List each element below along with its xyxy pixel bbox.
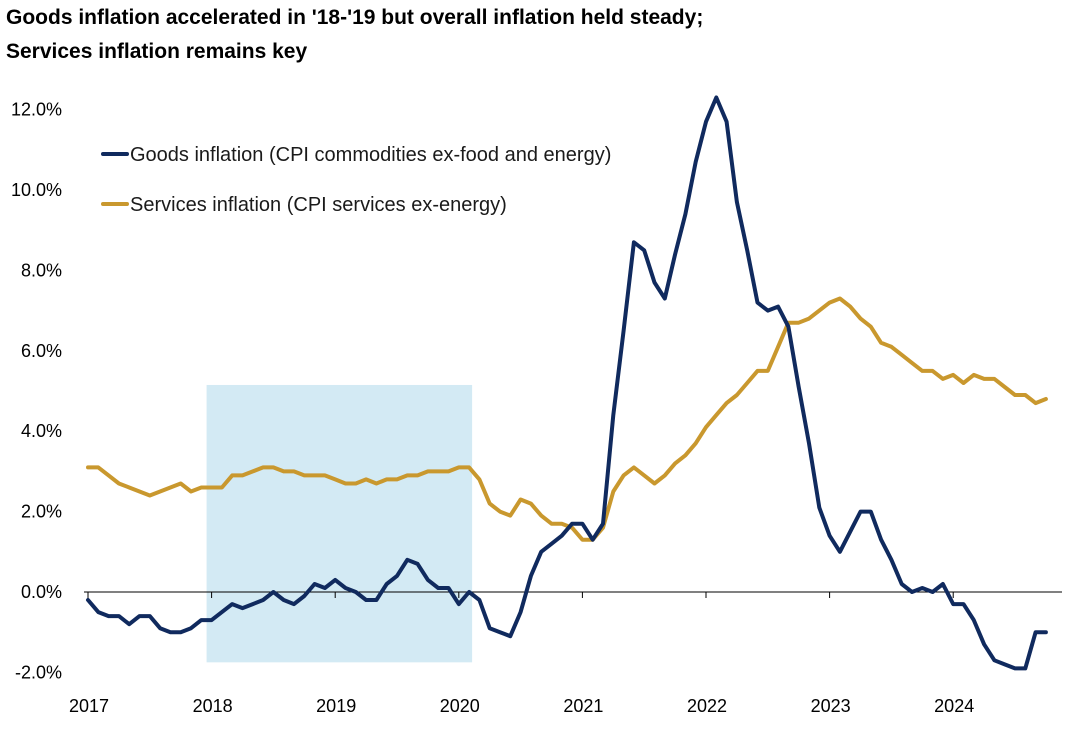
- highlight-layer: [206, 384, 473, 663]
- x-tick-label: 2022: [687, 696, 727, 716]
- y-tick-label: 4.0%: [21, 421, 62, 441]
- legend-label-goods: Goods inflation (CPI commodities ex-food…: [130, 144, 611, 166]
- x-tick-label: 2019: [316, 696, 356, 716]
- highlight-period-band: [206, 384, 473, 663]
- axes-layer: 12.0% 10.0% 8.0% 6.0% 4.0% 2.0% 0.0% -2.0% 2017 2…: [11, 100, 1062, 716]
- legend: Goods inflation (CPI commodities ex-food…: [101, 144, 611, 216]
- chart-title-line-1: Goods inflation accelerated in '18-'19 b…: [6, 6, 704, 29]
- x-tick-label: 2020: [440, 696, 480, 716]
- x-tick-label: 2018: [193, 696, 233, 716]
- legend-label-services: Services inflation (CPI services ex-ener…: [130, 194, 507, 216]
- x-tick-label: 2024: [934, 696, 974, 716]
- x-tick-label: 2017: [69, 696, 109, 716]
- y-tick-label: 2.0%: [21, 502, 62, 522]
- series-layer: [86, 95, 1048, 671]
- y-tick-label: 6.0%: [21, 341, 62, 361]
- x-tick-label: 2023: [811, 696, 851, 716]
- y-tick-label: 8.0%: [21, 260, 62, 280]
- y-tick-label: 12.0%: [11, 100, 62, 120]
- x-tick-label: 2021: [563, 696, 603, 716]
- y-tick-label: -2.0%: [15, 662, 62, 682]
- services-inflation-line: [86, 296, 1048, 542]
- chart-title-line-2: Services inflation remains key: [6, 40, 308, 63]
- y-tick-label: 0.0%: [21, 582, 62, 602]
- goods-inflation-line: [86, 95, 1048, 671]
- y-tick-label: 10.0%: [11, 180, 62, 200]
